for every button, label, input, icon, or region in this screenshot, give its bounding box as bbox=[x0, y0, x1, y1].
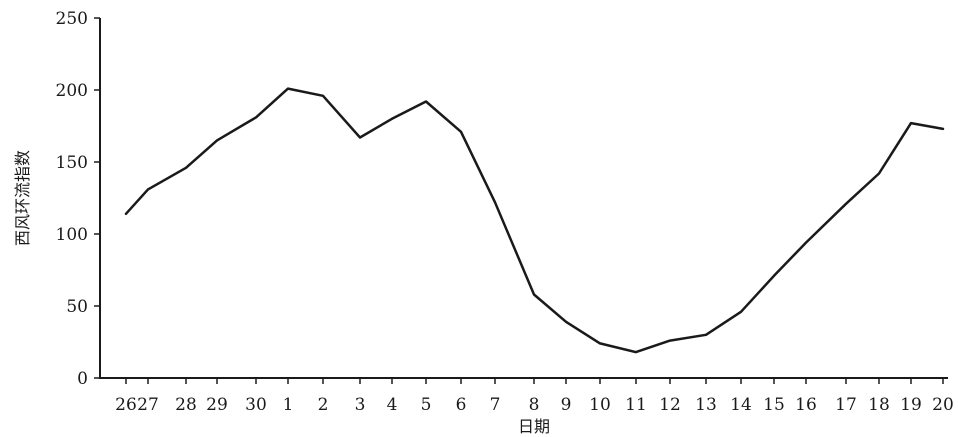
data-point-1 bbox=[147, 188, 149, 191]
x-tick-label-2: 28 bbox=[175, 395, 197, 415]
data-point-6 bbox=[322, 94, 324, 97]
x-tick-label-7: 3 bbox=[355, 395, 366, 415]
data-point-15 bbox=[635, 351, 637, 353]
x-tick-label-12: 8 bbox=[529, 395, 540, 415]
x-tick-label-10: 6 bbox=[456, 395, 467, 415]
x-tick-label-21: 17 bbox=[835, 395, 857, 415]
data-point-3 bbox=[216, 139, 218, 142]
x-tick-label-4: 30 bbox=[245, 395, 267, 415]
x-tick-label-24: 20 bbox=[932, 395, 954, 415]
x-tick-label-17: 13 bbox=[695, 395, 717, 415]
x-tick-label-11: 7 bbox=[490, 395, 501, 415]
x-tick-label-3: 29 bbox=[206, 395, 228, 415]
x-tick-label-9: 5 bbox=[421, 395, 432, 415]
data-point-24 bbox=[942, 128, 944, 130]
data-point-9 bbox=[425, 100, 427, 103]
series-line-0 bbox=[124, 87, 945, 354]
x-tick-label-18: 14 bbox=[730, 395, 752, 415]
data-point-2 bbox=[185, 166, 187, 169]
data-point-5 bbox=[287, 87, 289, 90]
y-axis: 0 50 100 150 200 250 bbox=[56, 9, 101, 389]
series-layer bbox=[124, 87, 945, 354]
data-point-21 bbox=[845, 202, 847, 205]
x-axis: 26 27 28 29 30 1 2 3 4 5 6 7 8 9 10 11 12 13 14 15 16 17 18 19 2… bbox=[100, 377, 954, 415]
data-point-7 bbox=[359, 136, 361, 139]
data-point-14 bbox=[599, 342, 601, 345]
data-point-4 bbox=[255, 116, 257, 119]
data-point-19 bbox=[773, 274, 775, 277]
data-point-18 bbox=[740, 310, 742, 313]
x-tick-label-14: 10 bbox=[589, 395, 611, 415]
y-tick-label-250: 250 bbox=[56, 9, 88, 29]
x-tick-label-23: 19 bbox=[900, 395, 922, 415]
y-tick-label-150: 150 bbox=[56, 153, 88, 173]
data-point-22 bbox=[878, 172, 880, 175]
data-point-10 bbox=[460, 130, 462, 133]
x-tick-label-5: 1 bbox=[283, 395, 294, 415]
x-tick-label-22: 18 bbox=[868, 395, 890, 415]
data-point-0 bbox=[125, 213, 127, 215]
data-point-12 bbox=[533, 293, 535, 296]
x-tick-label-1: 27 bbox=[137, 395, 159, 415]
x-tick-label-19: 15 bbox=[763, 395, 785, 415]
y-tick-label-100: 100 bbox=[56, 225, 88, 245]
data-point-16 bbox=[669, 339, 671, 342]
data-point-8 bbox=[391, 118, 393, 120]
data-point-17 bbox=[705, 334, 707, 336]
x-tick-label-20: 16 bbox=[795, 395, 817, 415]
x-tick-label-6: 2 bbox=[318, 395, 329, 415]
y-axis-title: 西风环流指数 bbox=[13, 150, 32, 246]
data-point-20 bbox=[805, 241, 807, 244]
data-point-11 bbox=[494, 201, 496, 204]
x-tick-label-0: 26 bbox=[115, 395, 137, 415]
x-tick-label-13: 9 bbox=[561, 395, 572, 415]
x-tick-label-8: 4 bbox=[387, 395, 398, 415]
y-tick-label-50: 50 bbox=[66, 297, 88, 317]
data-point-23 bbox=[910, 122, 912, 124]
x-tick-label-16: 12 bbox=[659, 395, 681, 415]
y-tick-label-0: 0 bbox=[77, 369, 88, 389]
data-point-13 bbox=[565, 321, 567, 323]
x-axis-title: 日期 bbox=[518, 417, 550, 436]
y-tick-label-200: 200 bbox=[56, 81, 88, 101]
x-tick-label-15: 11 bbox=[625, 395, 647, 415]
